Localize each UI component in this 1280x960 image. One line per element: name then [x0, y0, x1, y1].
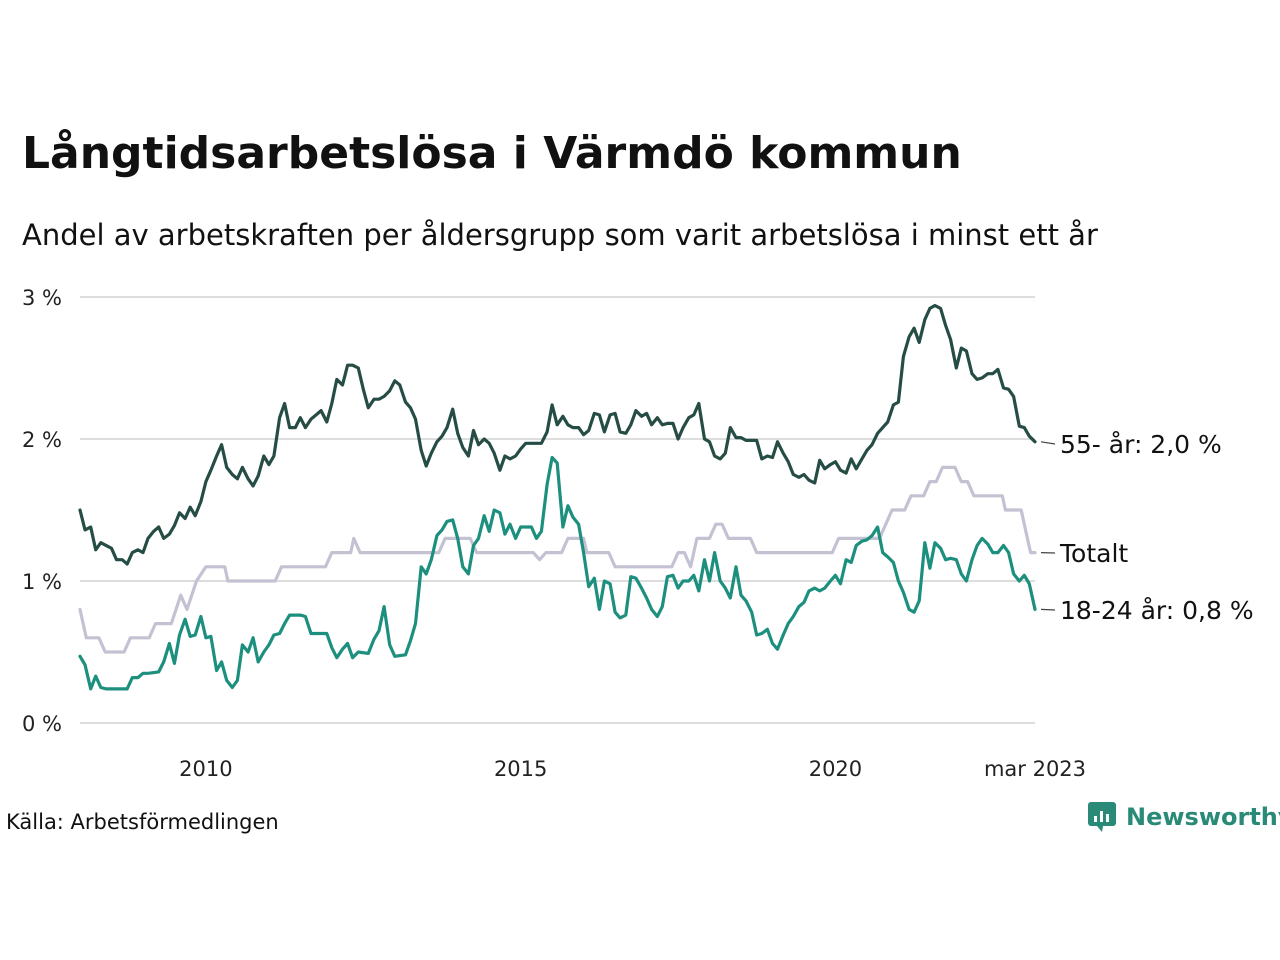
series-line-55: [78, 303, 1037, 566]
x-tick-label: 2010: [179, 757, 232, 781]
brand-name: Newsworthy: [1126, 803, 1280, 831]
x-tick-label: mar 2023: [984, 757, 1086, 781]
end-label-leader: [1040, 441, 1056, 445]
newsworthy-logo-icon: [1088, 802, 1116, 832]
series-end-labels: Totalt 55- år: 2,0 % 18-24 år: 0,8 %: [1040, 430, 1254, 625]
y-tick-label: 3 %: [22, 286, 62, 310]
end-label-55: 55- år: 2,0 %: [1060, 430, 1222, 459]
series-line-total: [78, 465, 1037, 654]
end-label-18-24: 18-24 år: 0,8 %: [1060, 596, 1254, 625]
x-tick-label: 2020: [809, 757, 862, 781]
y-tick-label: 2 %: [22, 428, 62, 452]
y-tick-label: 0 %: [22, 712, 62, 736]
chart-title: Långtidsarbetslösa i Värmdö kommun: [22, 128, 962, 179]
series-line-18-24: [78, 455, 1037, 691]
end-label-leader: [1040, 608, 1056, 611]
series-lines: [78, 303, 1037, 691]
chart-subtitle: Andel av arbetskraften per åldersgrupp s…: [22, 218, 1098, 252]
y-axis-tick-labels: 0 % 1 % 2 % 3 %: [22, 286, 62, 736]
x-tick-label: 2015: [494, 757, 547, 781]
newsworthy-logo: Newsworthy: [1088, 802, 1280, 832]
y-tick-label: 1 %: [22, 570, 62, 594]
end-label-total: Totalt: [1059, 539, 1128, 568]
x-axis-tick-labels: 2010 2015 2020 mar 2023: [179, 757, 1086, 781]
source-note: Källa: Arbetsförmedlingen: [6, 810, 279, 834]
